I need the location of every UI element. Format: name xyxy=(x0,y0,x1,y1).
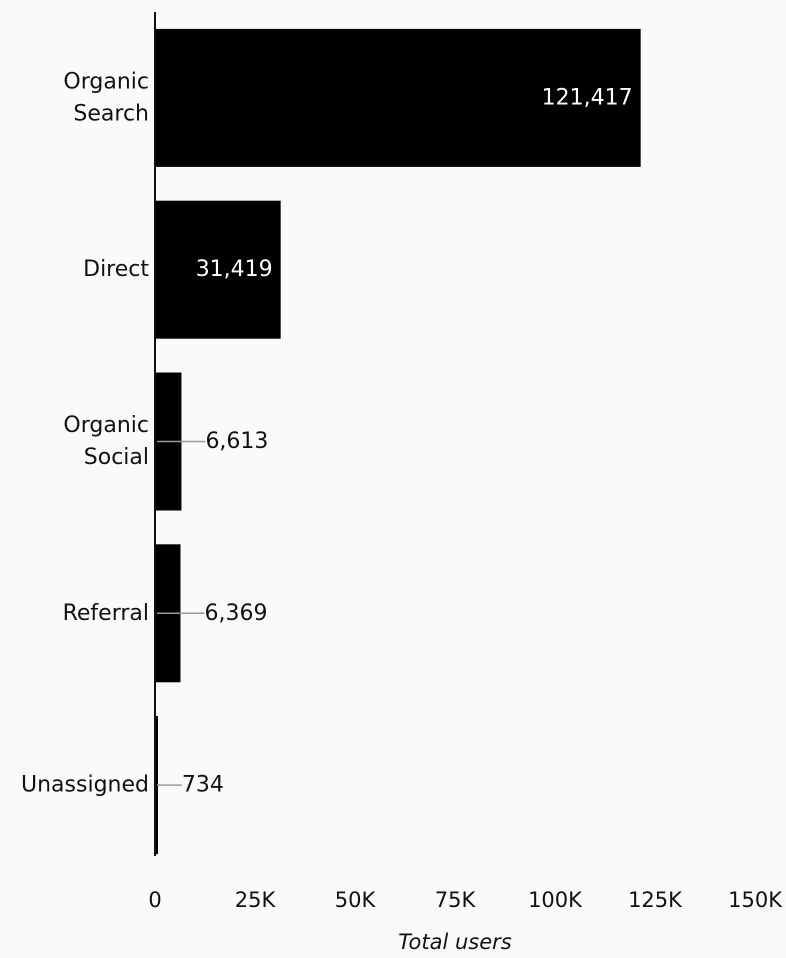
category-label: Direct xyxy=(83,257,149,282)
x-tick-label: 50K xyxy=(335,888,377,912)
x-tick-label: 100K xyxy=(528,888,583,912)
category-label: Unassigned xyxy=(21,773,149,798)
category-label: Organic xyxy=(63,413,149,438)
data-label: 6,613 xyxy=(205,429,268,454)
bar xyxy=(155,716,158,855)
data-label: 6,369 xyxy=(204,601,267,626)
category-label: Search xyxy=(73,101,149,126)
bar xyxy=(155,200,281,339)
category-label: Social xyxy=(84,445,149,470)
bars-layer xyxy=(155,28,641,855)
x-axis-ticks-layer: 0 25K 50K 75K 100K 125K 150K xyxy=(148,888,783,912)
category-labels-layer: Organic Search Direct Organic Social Referral… xyxy=(21,69,149,797)
x-tick-label: 25K xyxy=(235,888,277,912)
value-labels-layer: 121,417 31,419 6,613 6,369 734 xyxy=(182,85,633,797)
data-label: 734 xyxy=(182,773,224,798)
leader-lines-layer xyxy=(157,440,206,786)
x-tick-label: 0 xyxy=(148,888,161,912)
x-tick-label: 75K xyxy=(435,888,477,912)
data-label: 31,419 xyxy=(196,257,273,282)
x-tick-label: 150K xyxy=(728,888,783,912)
category-label: Organic xyxy=(63,69,149,94)
category-label: Referral xyxy=(63,601,149,626)
x-axis-title: Total users xyxy=(398,930,511,954)
x-tick-label: 125K xyxy=(628,888,683,912)
data-label: 121,417 xyxy=(542,85,633,110)
bar xyxy=(155,28,641,167)
